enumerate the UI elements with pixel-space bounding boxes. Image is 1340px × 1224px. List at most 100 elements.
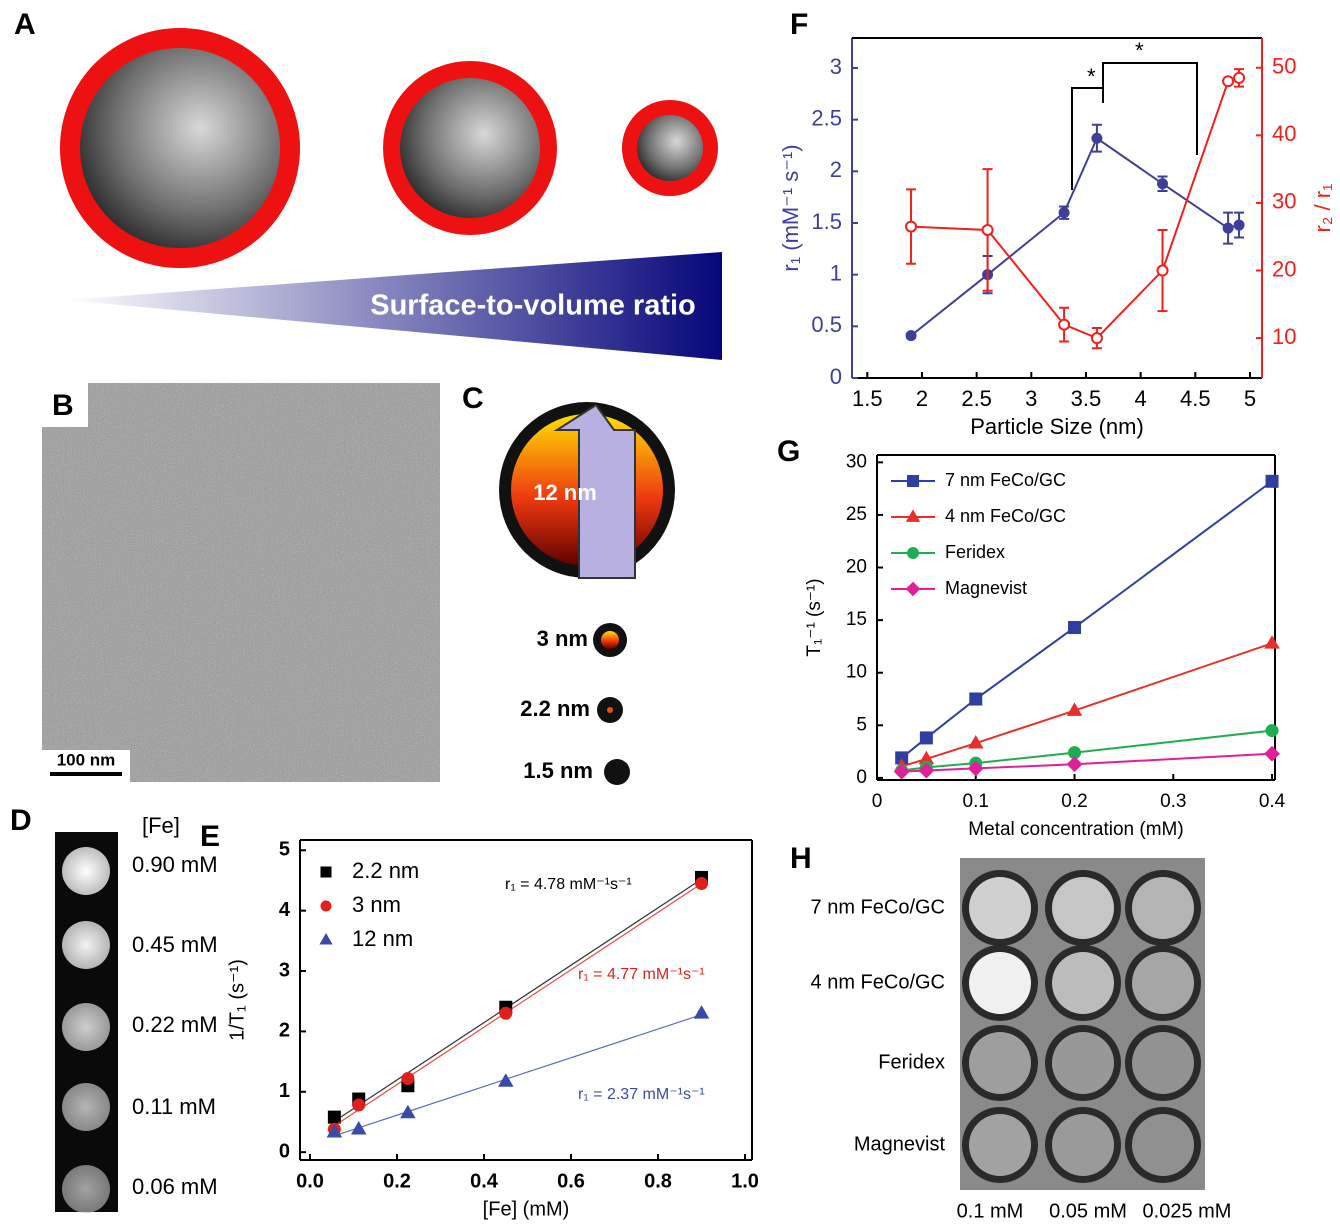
y-tick-label: 2 bbox=[830, 157, 842, 182]
legend-label: 2.2 nm bbox=[352, 858, 419, 883]
x-tick-label: 1.0 bbox=[731, 1170, 759, 1192]
panel-label: D bbox=[10, 804, 32, 837]
marker bbox=[1234, 73, 1244, 83]
marker bbox=[696, 877, 708, 889]
x-tick-label: 0.3 bbox=[1160, 791, 1186, 812]
series-line bbox=[902, 643, 1272, 766]
series-line bbox=[911, 78, 1239, 338]
panel-h: H 7 nm FeCo/GC 4 nm FeCo/GC Feridex Magn… bbox=[790, 842, 1231, 1222]
y-axis-label: r₁ (mM⁻¹ s⁻¹) bbox=[778, 144, 803, 271]
marker bbox=[1266, 725, 1278, 737]
marker bbox=[402, 1072, 414, 1084]
marker bbox=[1266, 475, 1278, 487]
marker bbox=[1059, 320, 1069, 330]
marker bbox=[983, 225, 993, 235]
scale-label: 100 nm bbox=[57, 750, 116, 769]
annotation: r₁ = 4.78 mM⁻¹s⁻¹ bbox=[505, 876, 632, 893]
tem-texture bbox=[42, 383, 440, 782]
well bbox=[969, 877, 1031, 939]
x-tick-label: 0 bbox=[872, 791, 883, 812]
marker bbox=[401, 1106, 415, 1118]
x-tick-label: 0.4 bbox=[470, 1170, 499, 1192]
vial bbox=[62, 1083, 110, 1131]
well bbox=[1132, 952, 1194, 1014]
marker bbox=[1069, 621, 1081, 633]
particle bbox=[604, 759, 630, 785]
chart: 00.10.20.30.4051015202530GMetal concentr… bbox=[777, 435, 1286, 840]
sphere-core bbox=[80, 48, 280, 248]
x-tick-label: 5 bbox=[1244, 386, 1256, 411]
panel-d: D [Fe] 0.90 mM 0.45 mM 0.22 mM 0.11 mM 0… bbox=[10, 804, 218, 1213]
x-tick-label: 0.6 bbox=[557, 1170, 585, 1192]
y-tick-label: 30 bbox=[846, 451, 867, 472]
marker bbox=[1265, 636, 1279, 648]
y-tick-label: 20 bbox=[846, 557, 867, 578]
column-label: 0.1 mM bbox=[957, 1200, 1024, 1222]
sphere-core bbox=[637, 115, 703, 181]
figure: A Surface-to-volume ratio B 100 nm C 12 … bbox=[0, 0, 1340, 1224]
marker bbox=[1158, 179, 1168, 189]
legend-label: 7 nm FeCo/GC bbox=[945, 470, 1066, 490]
marker bbox=[1092, 133, 1102, 143]
x-tick-label: 2.5 bbox=[961, 386, 992, 411]
x-tick-label: 0.4 bbox=[1259, 791, 1286, 812]
marker bbox=[500, 1007, 512, 1019]
well bbox=[1052, 877, 1114, 939]
well bbox=[969, 952, 1031, 1014]
y-tick-label: 5 bbox=[279, 839, 290, 861]
panel-a: A Surface-to-volume ratio bbox=[14, 8, 722, 360]
legend-label: Feridex bbox=[945, 542, 1005, 562]
x-axis-label: Particle Size (nm) bbox=[970, 414, 1144, 439]
marker bbox=[970, 693, 982, 705]
vial bbox=[62, 847, 110, 895]
x-tick-label: 2 bbox=[916, 386, 928, 411]
y-tick-label: 0.5 bbox=[811, 312, 842, 337]
size-label: 3 nm bbox=[537, 626, 588, 651]
marker bbox=[906, 331, 916, 341]
marker bbox=[1223, 76, 1233, 86]
row-label: 0.11 mM bbox=[132, 1094, 216, 1119]
annotation: r₁ = 2.37 mM⁻¹s⁻¹ bbox=[578, 1086, 705, 1103]
x-tick-label: 0.2 bbox=[383, 1170, 411, 1192]
legend-label: 12 nm bbox=[352, 926, 413, 951]
x-tick-label: 1.5 bbox=[852, 386, 883, 411]
significance-bracket bbox=[1103, 63, 1197, 155]
row-label: 7 nm FeCo/GC bbox=[811, 896, 945, 918]
x-axis-label: Metal concentration (mM) bbox=[968, 819, 1183, 840]
x-tick-label: 4.5 bbox=[1180, 386, 1211, 411]
vial bbox=[62, 1003, 110, 1051]
row-label: Feridex bbox=[878, 1051, 945, 1073]
y2-tick-label: 30 bbox=[1272, 189, 1296, 214]
y-tick-label: 25 bbox=[846, 504, 867, 525]
marker bbox=[695, 1006, 709, 1018]
column-label: 0.025 mM bbox=[1143, 1200, 1232, 1222]
vial bbox=[62, 1165, 110, 1213]
x-tick-label: 0.1 bbox=[963, 791, 989, 812]
marker bbox=[328, 1111, 340, 1123]
row-label: 0.06 mM bbox=[132, 1174, 218, 1199]
y-tick-label: 2 bbox=[279, 1020, 290, 1042]
well bbox=[1132, 877, 1194, 939]
marker bbox=[321, 867, 331, 877]
row-label: 4 nm FeCo/GC bbox=[811, 971, 945, 993]
particle-core bbox=[607, 707, 613, 713]
row-label: 0.90 mM bbox=[132, 852, 218, 877]
panel-label: H bbox=[790, 842, 812, 875]
y2-tick-label: 50 bbox=[1272, 54, 1296, 79]
marker bbox=[906, 222, 916, 232]
marker bbox=[1067, 757, 1081, 771]
x-tick-label: 3 bbox=[1025, 386, 1037, 411]
y2-tick-label: 10 bbox=[1272, 324, 1296, 349]
marker bbox=[353, 1099, 365, 1111]
column-header: [Fe] bbox=[142, 813, 180, 838]
size-label: 12 nm bbox=[533, 480, 597, 505]
wedge-label: Surface-to-volume ratio bbox=[370, 290, 696, 322]
marker bbox=[321, 901, 331, 911]
y-tick-label: 1 bbox=[279, 1080, 290, 1102]
y-tick-label: 0 bbox=[856, 767, 867, 788]
marker bbox=[908, 476, 919, 487]
y-tick-label: 2.5 bbox=[811, 105, 842, 130]
well bbox=[1052, 1032, 1114, 1094]
